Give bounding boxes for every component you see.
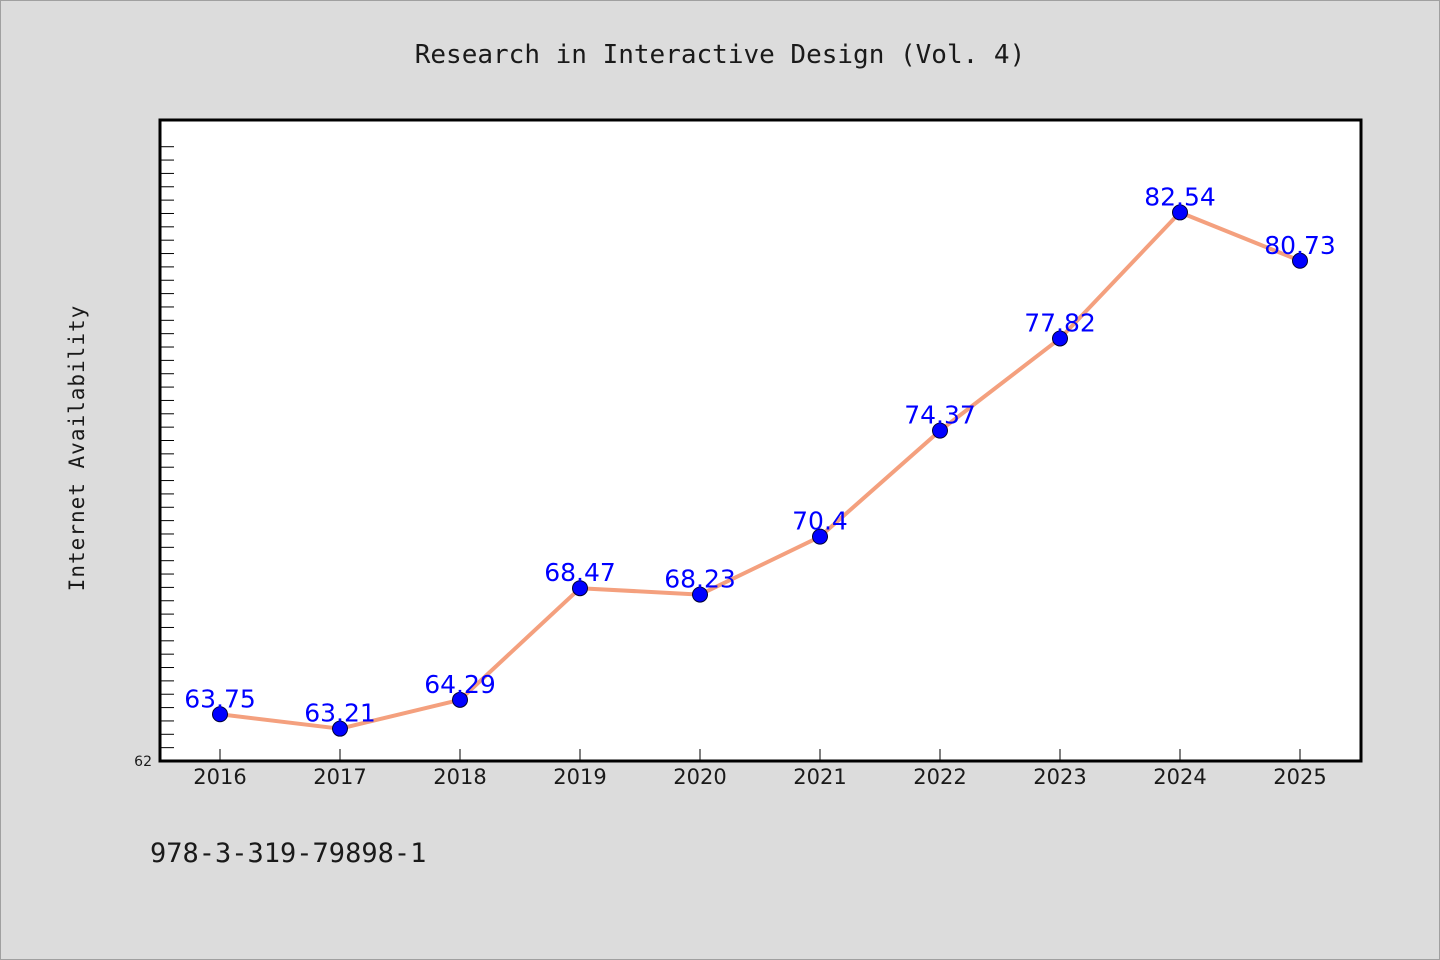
x-tick-label: 2020 <box>673 765 726 789</box>
isbn-footer: 978-3-319-79898-1 <box>150 838 426 869</box>
x-tick-label: 2021 <box>793 765 846 789</box>
x-tick-label: 2019 <box>553 765 606 789</box>
x-axis-ticks: 2016 2017 2018 2019 2020 2021 2022 2023 2024 2025 <box>193 749 1327 789</box>
x-tick-label: 2017 <box>313 765 366 789</box>
x-tick-label: 2016 <box>193 765 246 789</box>
y-axis-ticks: 62 <box>134 146 174 770</box>
series-layer: 63.75 63.21 64.29 68.47 68.23 70.4 74.37 77.82 8… <box>184 182 1336 737</box>
y-axis-label: Internet Availability <box>65 305 89 592</box>
data-point <box>212 706 228 723</box>
data-label: 63.75 <box>184 684 256 713</box>
data-label: 68.47 <box>544 558 616 587</box>
data-label: 77.82 <box>1024 308 1096 337</box>
data-point <box>572 580 588 597</box>
data-point <box>932 422 948 439</box>
data-label: 82.54 <box>1144 182 1216 211</box>
data-point <box>692 586 708 603</box>
y-tick-label: 62 <box>134 754 152 770</box>
data-point <box>1052 330 1068 347</box>
chart-title: Research in Interactive Design (Vol. 4) <box>415 40 1025 70</box>
x-tick-label: 2018 <box>433 765 486 789</box>
x-tick-label: 2022 <box>913 765 966 789</box>
data-label: 70.4 <box>792 507 848 536</box>
data-point <box>452 691 468 708</box>
data-point <box>332 720 348 737</box>
x-tick-label: 2025 <box>1273 765 1326 789</box>
plot-area <box>158 118 1363 763</box>
data-point <box>1292 252 1308 269</box>
data-point <box>812 528 828 545</box>
data-label: 68.23 <box>664 565 736 594</box>
data-point <box>1172 204 1188 221</box>
x-tick-label: 2024 <box>1153 765 1206 789</box>
data-label: 74.37 <box>904 401 976 430</box>
x-tick-label: 2023 <box>1033 765 1086 789</box>
data-label: 63.21 <box>304 699 376 728</box>
data-label: 64.29 <box>424 670 496 699</box>
data-label: 80.73 <box>1264 231 1336 260</box>
series-line <box>218 210 1302 731</box>
